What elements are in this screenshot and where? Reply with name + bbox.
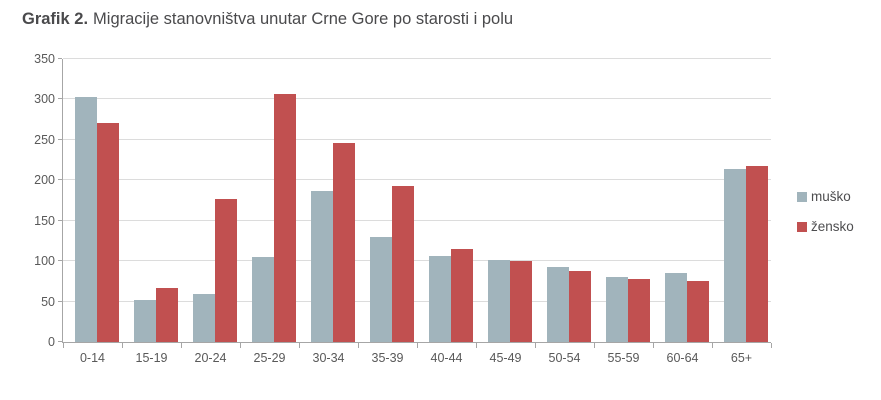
y-axis-tick-100 bbox=[58, 260, 62, 262]
plot-area: 0-14 15-19 20-24 25-29 30-34 35-39 40-44 45-49 5… bbox=[58, 58, 772, 365]
chart-title: Grafik 2. Migracije stanovništva unutar C… bbox=[22, 10, 513, 29]
bar-group-55-59 bbox=[594, 59, 653, 342]
bar-muško-45-49 bbox=[488, 259, 510, 342]
x-axis-label-30-34: 30-34 bbox=[312, 351, 345, 365]
bar-group-35-39 bbox=[358, 59, 417, 342]
x-axis-label-50-54: 50-54 bbox=[548, 351, 581, 365]
bar-žensko-60-64 bbox=[687, 280, 709, 342]
bar-žensko-45-49 bbox=[510, 261, 532, 342]
bar-žensko-30-34 bbox=[333, 143, 355, 342]
gridline-350 bbox=[63, 58, 771, 59]
bar-group-25-29 bbox=[240, 59, 299, 342]
legend-label: žensko bbox=[811, 219, 854, 234]
bar-muško-15-19 bbox=[134, 299, 156, 342]
y-axis-label-350: 350 bbox=[34, 52, 55, 66]
bar-group-30-34 bbox=[299, 59, 358, 342]
x-axis-label-0-14: 0-14 bbox=[79, 351, 106, 365]
bar-group-65+ bbox=[712, 59, 771, 342]
bar-muško-30-34 bbox=[311, 190, 333, 342]
legend-swatch-icon bbox=[797, 191, 807, 202]
bar-muško-55-59 bbox=[606, 276, 628, 342]
y-axis-labels: 0 50 100 150 200 250 300 350 bbox=[12, 52, 55, 349]
x-axis-label-60-64: 60-64 bbox=[666, 351, 699, 365]
legend-item-žensko: žensko bbox=[797, 219, 854, 234]
gridline-50 bbox=[63, 300, 771, 302]
chart-title-prefix: Grafik 2. bbox=[22, 10, 89, 28]
x-axis-tick-2 bbox=[181, 343, 182, 348]
x-axis-tick-0 bbox=[63, 343, 64, 348]
bar-group-50-54 bbox=[535, 59, 594, 342]
gridline-150 bbox=[63, 219, 771, 221]
bar-muško-25-29 bbox=[252, 257, 274, 342]
x-axis-tick-11 bbox=[712, 343, 713, 348]
bar-group-60-64 bbox=[653, 59, 712, 342]
bar-group-45-49 bbox=[476, 59, 535, 342]
x-axis-tick-3 bbox=[240, 343, 241, 348]
gridline-200 bbox=[63, 179, 771, 181]
bar-žensko-0-14 bbox=[97, 122, 119, 342]
bar-žensko-15-19 bbox=[156, 287, 178, 342]
y-axis-label-0: 0 bbox=[48, 335, 55, 349]
x-axis-label-15-19: 15-19 bbox=[135, 351, 168, 365]
x-axis-label-55-59: 55-59 bbox=[607, 351, 640, 365]
bar-muško-40-44 bbox=[429, 256, 451, 342]
bar-žensko-50-54 bbox=[569, 270, 591, 342]
bar-žensko-65+ bbox=[746, 165, 768, 342]
bar-muško-60-64 bbox=[665, 273, 687, 342]
gridline-250 bbox=[63, 138, 771, 140]
bar-žensko-40-44 bbox=[451, 249, 473, 342]
x-axis-tick-12 bbox=[771, 343, 772, 348]
bar-žensko-35-39 bbox=[392, 185, 414, 342]
bar-muško-20-24 bbox=[193, 293, 215, 342]
bar-žensko-55-59 bbox=[628, 278, 650, 342]
y-axis-tick-0 bbox=[58, 341, 62, 342]
chart-title-text: Migracije stanovništva unutar Crne Gore … bbox=[93, 10, 514, 28]
x-axis-label-40-44: 40-44 bbox=[430, 351, 463, 365]
x-axis-tick-6 bbox=[417, 343, 418, 348]
x-axis-label-65+: 65+ bbox=[730, 351, 753, 365]
x-axis-tick-9 bbox=[594, 343, 595, 348]
bar-žensko-20-24 bbox=[215, 198, 237, 342]
x-axis-tick-5 bbox=[358, 343, 359, 348]
x-axis-tick-4 bbox=[299, 343, 300, 348]
x-axis-tick-8 bbox=[535, 343, 536, 348]
y-axis-tick-50 bbox=[58, 300, 62, 302]
x-axis-label-35-39: 35-39 bbox=[371, 351, 404, 365]
y-axis-tick-250 bbox=[58, 138, 62, 140]
bar-group-20-24 bbox=[181, 59, 240, 342]
y-axis-label-200: 200 bbox=[34, 173, 55, 188]
x-axis-tick-1 bbox=[122, 343, 123, 348]
x-axis-label-25-29: 25-29 bbox=[253, 351, 286, 365]
x-axis-label-20-24: 20-24 bbox=[194, 351, 227, 365]
gridline-300 bbox=[63, 98, 771, 100]
legend-label: muško bbox=[811, 189, 851, 204]
legend-item-muško: muško bbox=[797, 189, 854, 204]
y-axis-tick-200 bbox=[58, 179, 62, 181]
y-axis-tick-150 bbox=[58, 219, 62, 221]
y-axis-label-300: 300 bbox=[34, 92, 55, 107]
bar-group-15-19 bbox=[122, 59, 181, 342]
bar-muško-65+ bbox=[724, 168, 746, 342]
bar-muško-0-14 bbox=[75, 97, 97, 342]
x-axis-tick-10 bbox=[653, 343, 654, 348]
legend: muško žensko bbox=[797, 189, 854, 249]
gridline-100 bbox=[63, 260, 771, 262]
y-axis-tick-300 bbox=[58, 98, 62, 100]
x-axis-label-45-49: 45-49 bbox=[489, 351, 522, 365]
bar-muško-35-39 bbox=[370, 236, 392, 342]
bar-group-40-44 bbox=[417, 59, 476, 342]
y-axis-label-150: 150 bbox=[34, 213, 55, 228]
y-axis-label-100: 100 bbox=[34, 254, 55, 269]
bar-muško-50-54 bbox=[547, 266, 569, 342]
bar-žensko-25-29 bbox=[274, 93, 296, 342]
y-axis-label-50: 50 bbox=[41, 294, 55, 309]
legend-swatch-icon bbox=[797, 221, 807, 232]
x-axis-tick-7 bbox=[476, 343, 477, 348]
y-axis-label-250: 250 bbox=[34, 132, 55, 147]
y-axis-tick-350 bbox=[58, 58, 62, 59]
bar-group-0-14 bbox=[63, 59, 122, 342]
